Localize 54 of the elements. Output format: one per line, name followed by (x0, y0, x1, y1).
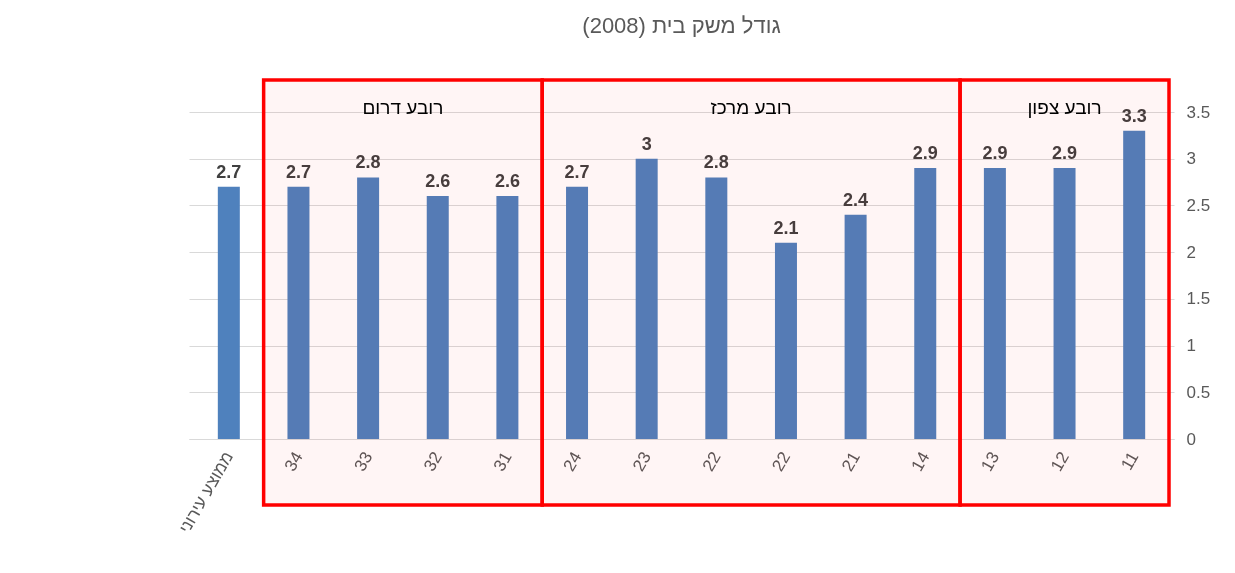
x-tick-label: 14 (907, 448, 934, 475)
data-label: 2.7 (285, 161, 311, 182)
x-tick-label: 31 (489, 448, 516, 475)
y-tick-label: 0 (1186, 429, 1196, 449)
x-tick-label: 12 (1046, 448, 1073, 475)
data-label: 2.6 (494, 171, 520, 192)
band-label: רובע מרכז (710, 97, 792, 118)
bar (496, 196, 519, 439)
y-tick-label: 2.5 (1186, 195, 1211, 215)
y-tick-label: 1 (1186, 336, 1196, 356)
y-tick-label: 2 (1186, 242, 1196, 262)
x-tick-label: ממוצע עירוני (175, 448, 238, 537)
data-label: 2.1 (773, 217, 799, 238)
bar (287, 186, 310, 439)
x-tick-label: 24 (559, 448, 586, 475)
y-tick-label: 3 (1186, 149, 1196, 169)
data-label: 2.6 (425, 171, 451, 192)
bar (357, 177, 380, 439)
bar (217, 186, 240, 439)
bar (983, 168, 1006, 439)
y-tick-label: 0.5 (1186, 382, 1211, 402)
x-tick-label: 33 (350, 448, 377, 475)
bar (566, 186, 589, 439)
bar (426, 196, 449, 439)
bar (914, 168, 937, 439)
x-tick-label: 13 (977, 448, 1004, 475)
bar (705, 177, 728, 439)
bar (774, 242, 797, 439)
data-label: 2.9 (982, 143, 1008, 164)
chart-title: גודל משק בית (2008) (582, 13, 781, 39)
y-tick-label: 1.5 (1186, 289, 1211, 309)
x-tick-label: 21 (837, 448, 864, 475)
data-label: 2.4 (843, 189, 869, 210)
x-tick-label: 22 (768, 448, 795, 475)
data-label: 2.8 (703, 152, 729, 173)
data-label: 2.7 (564, 161, 590, 182)
x-tick-label: 11 (1117, 448, 1143, 474)
bar (1053, 168, 1076, 439)
x-tick-label: 22 (698, 448, 725, 475)
data-label: 2.9 (1052, 143, 1078, 164)
bar (1123, 130, 1146, 439)
x-tick-label: 23 (629, 448, 655, 475)
data-label: 2.7 (216, 161, 242, 182)
x-tick-label: 34 (280, 448, 307, 475)
data-label: 2.9 (912, 143, 938, 164)
bar (635, 158, 658, 439)
x-tick-label: 32 (420, 448, 447, 475)
band-label: רובע דרום (362, 97, 444, 118)
bar (844, 214, 867, 439)
data-label: 2.8 (355, 152, 381, 173)
data-label: 3 (641, 133, 652, 154)
y-tick-label: 3.5 (1186, 102, 1211, 122)
band-label: רובע צפון (1027, 97, 1102, 118)
data-label: 3.3 (1121, 105, 1147, 126)
